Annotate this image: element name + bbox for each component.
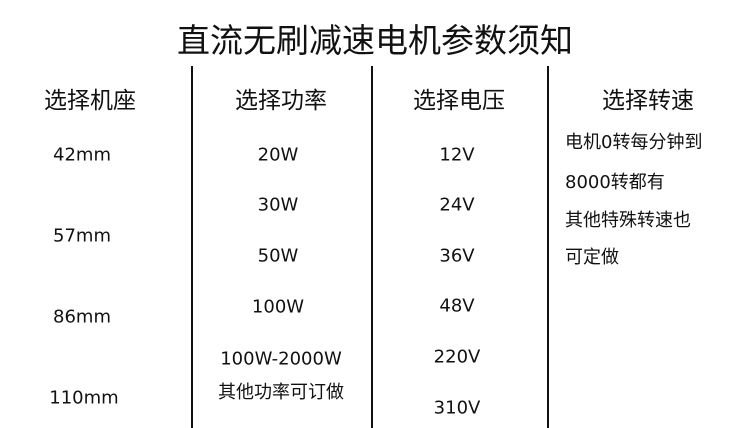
column-divider [191,66,193,428]
speed-text-line: 电机0转每分钟到 [565,132,703,153]
speed-text-line: 8000转都有 [565,172,665,193]
power-item: 50W [257,245,299,267]
frame-size-item: 42mm [53,144,111,166]
voltage-item: 48V [439,295,475,317]
power-item: 30W [257,194,299,216]
power-item: 其他功率可订做 [218,382,344,403]
column-divider [547,66,549,428]
voltage-item: 36V [439,245,475,267]
voltage-item: 24V [439,194,475,216]
voltage-item: 12V [439,144,475,166]
voltage-item: 220V [433,346,481,368]
page-title: 直流无刷减速电机参数须知 [177,21,573,60]
power-item: 100W [251,296,305,318]
frame-size-item: 110mm [49,387,119,409]
speed-text-line: 可定做 [565,247,619,268]
frame-size-item: 86mm [53,306,111,328]
power-item: 100W-2000W [220,348,342,370]
header-voltage: 选择电压 [413,88,505,114]
speed-text-line: 其他特殊转速也 [565,210,691,231]
power-item: 20W [257,144,299,166]
column-divider [371,66,373,428]
header-speed: 选择转速 [602,88,694,114]
voltage-item: 310V [433,397,481,419]
header-frame-size: 选择机座 [44,88,136,114]
frame-size-item: 57mm [53,225,111,247]
header-power: 选择功率 [235,88,327,114]
